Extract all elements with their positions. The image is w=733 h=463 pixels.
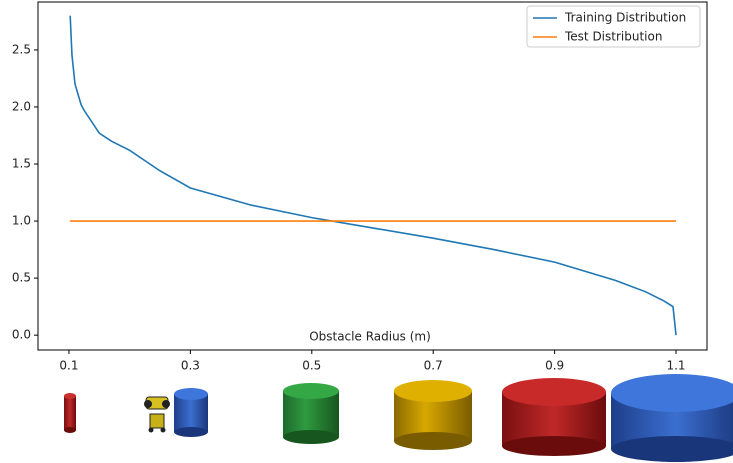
x-tick-label: 0.7 <box>424 359 443 373</box>
x-tick-label: 0.9 <box>545 359 564 373</box>
y-tick-label: 1.5 <box>12 157 31 171</box>
data-line <box>69 15 677 336</box>
legend-label: Test Distribution <box>564 30 662 44</box>
legend-label: Training Distribution <box>564 11 686 25</box>
x-tick-label: 1.1 <box>666 359 685 373</box>
obstacle-illustrations <box>64 374 733 462</box>
y-tick-label: 2.5 <box>12 42 31 56</box>
y-tick-label: 2.0 <box>12 99 31 113</box>
y-tick-label: 1.0 <box>12 214 31 228</box>
plot-frame <box>37 1 708 351</box>
legend-box <box>526 5 701 48</box>
x-tick-label: 0.5 <box>302 359 321 373</box>
x-tick-label: 0.3 <box>181 359 200 373</box>
x-tick-label: 0.1 <box>59 359 78 373</box>
robot-icon <box>144 396 170 433</box>
x-axis-label: Obstacle Radius (m) <box>309 330 431 344</box>
y-tick-label: 0.0 <box>12 328 31 342</box>
y-tick-label: 0.5 <box>12 271 31 285</box>
